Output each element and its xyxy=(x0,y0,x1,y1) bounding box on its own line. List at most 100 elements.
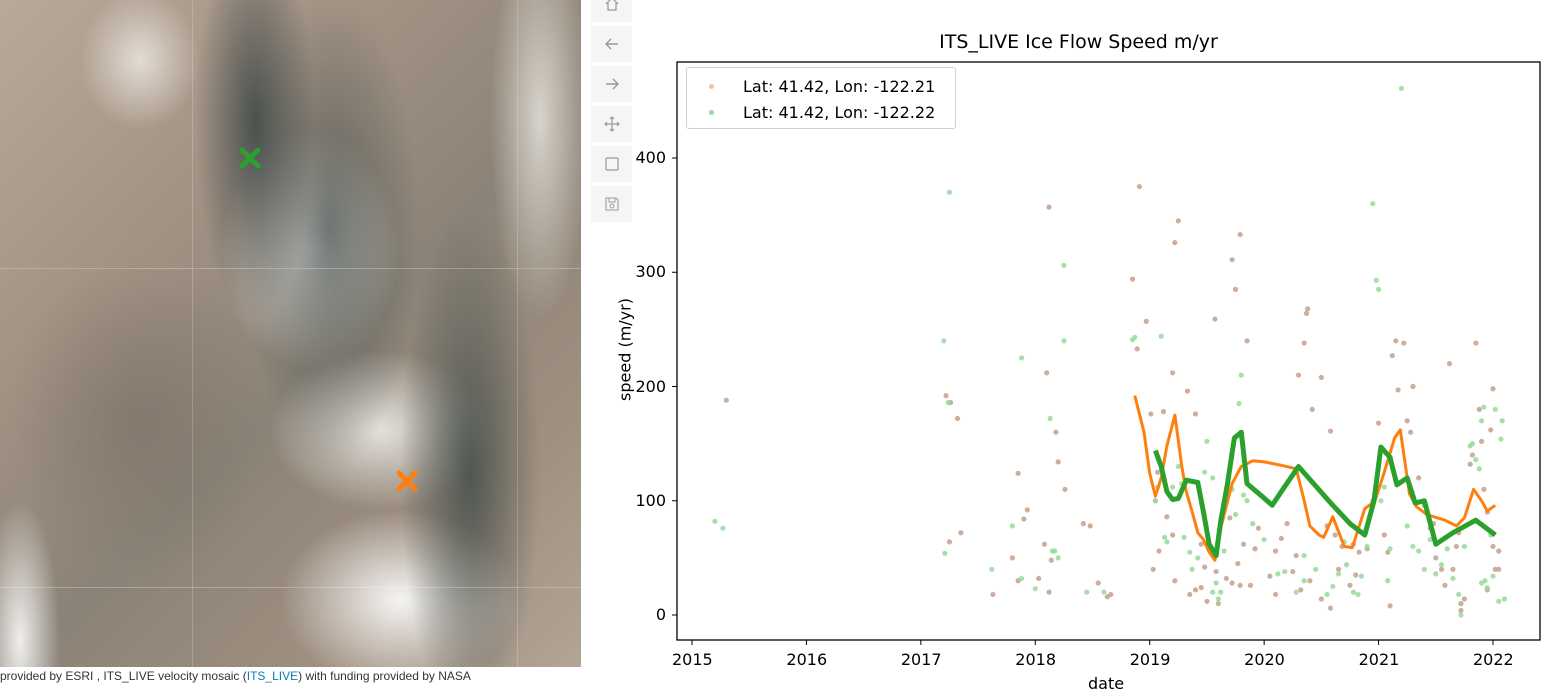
scatter-point xyxy=(1496,598,1502,604)
map-tile-seam xyxy=(192,0,193,667)
scatter-point xyxy=(1343,562,1350,568)
orange-x-marker[interactable] xyxy=(395,469,419,493)
scatter-point xyxy=(1170,484,1176,490)
pan-button[interactable] xyxy=(591,106,632,142)
scatter-point xyxy=(1080,521,1086,527)
satellite-map[interactable] xyxy=(0,0,581,667)
forward-button[interactable] xyxy=(591,66,632,102)
scatter-point xyxy=(1335,566,1342,572)
scatter-point xyxy=(1488,427,1494,433)
scatter-point xyxy=(1433,571,1439,577)
scatter-point xyxy=(1223,575,1229,582)
scatter-point xyxy=(1458,612,1464,618)
legend-marker-icon xyxy=(709,109,714,115)
scatter-point xyxy=(1049,548,1056,554)
legend-item: Lat: 41.42, Lon: -122.22 xyxy=(687,99,935,125)
scatter-point xyxy=(1250,521,1256,527)
save-icon xyxy=(604,197,619,211)
legend-item: Lat: 41.42, Lon: -122.21 xyxy=(687,73,935,99)
scatter-point xyxy=(1416,475,1422,481)
scatter-point xyxy=(1408,429,1414,435)
scatter-point xyxy=(1410,383,1416,390)
scatter-point xyxy=(941,338,947,344)
plot-area[interactable] xyxy=(600,0,1557,687)
scatter-point xyxy=(1375,420,1382,426)
scatter-point xyxy=(1378,498,1384,504)
scatter-point xyxy=(1204,598,1210,604)
legend-marker-icon xyxy=(709,83,714,89)
scatter-point xyxy=(1210,589,1216,595)
scatter-point xyxy=(1046,589,1052,595)
scatter-point xyxy=(1404,523,1410,529)
scatter-point xyxy=(1134,346,1140,352)
its-live-link[interactable]: ITS_LIVE xyxy=(246,669,299,683)
save-button[interactable] xyxy=(591,186,632,222)
map-tile-seam xyxy=(0,587,581,588)
scatter-point xyxy=(1172,578,1178,584)
scatter-point xyxy=(989,566,995,572)
scatter-point xyxy=(1307,578,1313,584)
zoom-rect-button[interactable] xyxy=(591,146,632,182)
scatter-point xyxy=(1309,406,1315,412)
scatter-point xyxy=(1469,441,1476,447)
scatter-point xyxy=(1213,568,1219,575)
speed-chart[interactable]: ITS_LIVE Ice Flow Speed m/yr 2015 2016 201… xyxy=(600,0,1557,693)
back-button[interactable] xyxy=(591,26,632,62)
y-tick-label: 300 xyxy=(635,262,666,282)
scatter-point xyxy=(723,397,729,403)
scatter-point xyxy=(1009,555,1016,561)
scatter-point xyxy=(1290,568,1296,575)
scatter-point xyxy=(1458,600,1464,607)
scatter-point xyxy=(1490,573,1496,579)
scatter-point xyxy=(1484,584,1490,591)
map-tile-seam xyxy=(0,268,581,269)
map-tile-seam xyxy=(517,0,518,667)
rolling-mean-line xyxy=(1133,395,1497,562)
x-tick-label: 2022 xyxy=(1473,650,1514,669)
green-x-marker[interactable] xyxy=(238,146,262,170)
scatter-point xyxy=(1318,374,1324,380)
scatter-point xyxy=(1442,582,1448,588)
scatter-point xyxy=(1496,566,1502,572)
scatter-point xyxy=(1293,552,1299,559)
scatter-point xyxy=(1393,338,1399,344)
scatter-point xyxy=(1143,318,1149,324)
scatter-point xyxy=(1272,548,1279,554)
scatter-point xyxy=(1101,589,1107,595)
scatter-point xyxy=(1490,543,1496,550)
scatter-point xyxy=(1232,286,1239,292)
scatter-point xyxy=(1272,591,1279,598)
x-tick-label: 2018 xyxy=(1015,650,1056,669)
scatter-point xyxy=(1164,539,1170,545)
scatter-point xyxy=(1198,541,1204,547)
scatter-point xyxy=(1148,411,1154,417)
scatter-point xyxy=(954,415,961,422)
y-tick-label: 100 xyxy=(635,490,666,510)
scatter-point xyxy=(1215,600,1221,607)
scatter-point xyxy=(1032,586,1038,592)
scatter-point xyxy=(1313,566,1319,572)
scatter-point xyxy=(1244,498,1250,504)
scatter-point xyxy=(1473,457,1479,463)
scatter-point xyxy=(1202,564,1208,570)
scatter-point xyxy=(1240,492,1247,498)
scatter-point xyxy=(1192,587,1199,593)
scatter-point xyxy=(1389,353,1395,359)
home-button[interactable] xyxy=(591,0,632,22)
scatter-point xyxy=(1476,406,1482,412)
scatter-point xyxy=(1301,578,1307,584)
scatter-point xyxy=(1015,470,1021,476)
scatter-point xyxy=(1438,562,1445,568)
legend-label: Lat: 41.42, Lon: -122.22 xyxy=(743,102,936,122)
scatter-point xyxy=(1303,310,1310,316)
scatter-point xyxy=(1353,572,1359,578)
y-tick-label: 400 xyxy=(635,148,666,167)
scatter-point xyxy=(1229,580,1235,586)
scatter-point xyxy=(1047,415,1053,422)
scatter-point xyxy=(1456,591,1462,598)
scatter-point xyxy=(1055,459,1061,465)
scatter-point xyxy=(712,518,718,524)
scatter-point xyxy=(1061,338,1067,344)
scatter-point xyxy=(1301,552,1307,559)
scatter-point xyxy=(1172,239,1178,246)
